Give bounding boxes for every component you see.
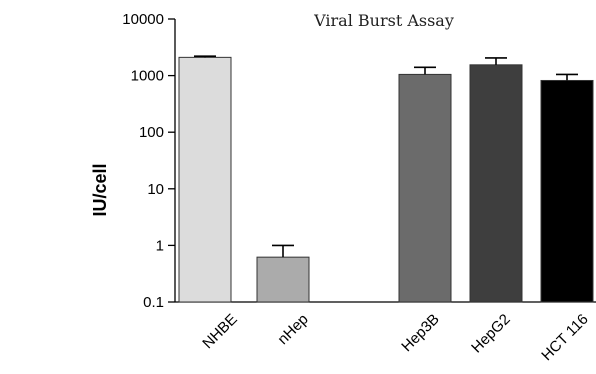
bar-hepg2 — [469, 64, 523, 303]
x-tick-label: NHBE — [199, 311, 240, 352]
chart-title: Viral Burst Assay — [313, 11, 454, 30]
y-axis-label-group: IU/cell — [90, 163, 110, 216]
y-tick-label: 1000 — [131, 68, 164, 85]
x-tick-label: HepG2 — [468, 311, 514, 357]
y-tick-label: 10 — [147, 181, 164, 198]
bars — [178, 56, 594, 303]
x-tick-labels: NHBE nHep Hep3B HepG2 HCT 116 — [199, 311, 591, 364]
bar-nhep — [256, 256, 310, 303]
x-tick-label: HCT 116 — [538, 311, 591, 364]
x-tick-label: Hep3B — [398, 311, 442, 355]
error-bars — [194, 55, 578, 258]
bar-nhbe — [178, 56, 232, 303]
y-tick-label: 10000 — [122, 11, 164, 28]
y-ticks: 10000 1000 100 10 1 0.1 — [122, 11, 175, 311]
x-tick-label: nHep — [274, 311, 311, 348]
y-axis-label: IU/cell — [90, 163, 110, 216]
bar-hct-116 — [540, 79, 594, 303]
y-tick-label: 100 — [139, 124, 164, 141]
bar-hep3b — [398, 73, 452, 303]
y-tick-label: 1 — [156, 237, 164, 254]
y-tick-label: 0.1 — [143, 294, 164, 311]
